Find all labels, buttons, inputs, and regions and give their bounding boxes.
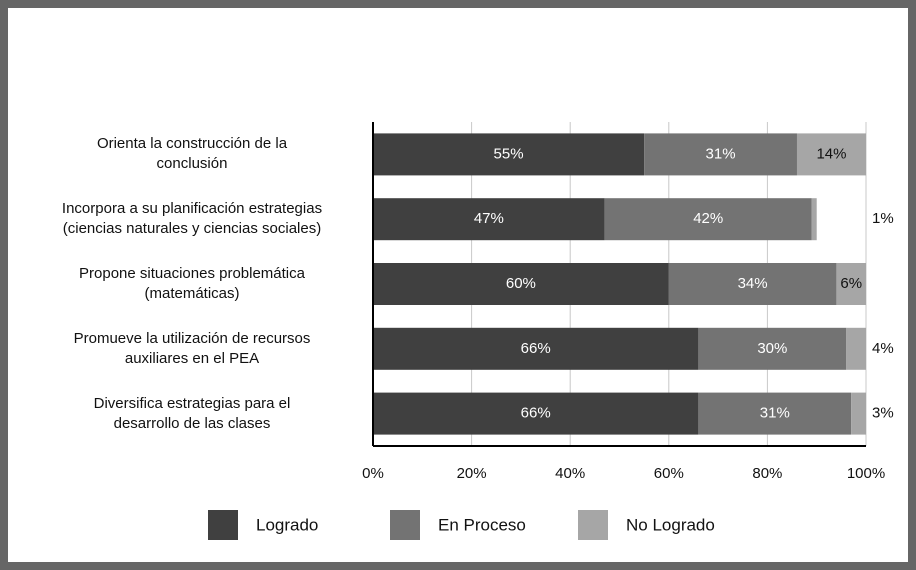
category-label: Incorpora a su planificación estrategias…: [61, 200, 323, 238]
data-label: 30%: [757, 340, 787, 357]
data-label: 47%: [474, 210, 504, 227]
bar-segment: [373, 327, 699, 370]
bar-segment: [796, 133, 866, 176]
bar-segment: [836, 263, 866, 305]
data-label: 66%: [521, 405, 551, 422]
legend-label: En Proceso: [438, 515, 526, 534]
x-tick-label: 100%: [847, 465, 885, 482]
data-label: 3%: [872, 405, 894, 422]
x-tick-label: 0%: [362, 465, 384, 482]
legend-swatch: [578, 510, 608, 540]
data-label: 60%: [506, 275, 536, 292]
data-label: 31%: [706, 145, 736, 162]
category-label: Promueve la utilización de recursos auxi…: [73, 329, 311, 367]
data-label: 42%: [693, 210, 723, 227]
x-tick-label: 80%: [752, 465, 782, 482]
bar-segment: [644, 133, 797, 176]
data-label: 31%: [760, 405, 790, 422]
data-label: 1%: [872, 210, 894, 227]
data-label: 6%: [840, 275, 862, 292]
bar-segment: [373, 198, 605, 241]
bar-segment: [373, 392, 699, 435]
data-label: 4%: [872, 340, 894, 357]
bar-segment: [668, 263, 837, 305]
category-label: Diversifica estrategias para el desarrol…: [93, 394, 291, 432]
data-label: 66%: [521, 340, 551, 357]
bar-segment: [698, 327, 847, 370]
legend-label: No Logrado: [626, 515, 715, 534]
x-tick-label: 40%: [555, 465, 585, 482]
bar-segment: [851, 392, 866, 435]
x-tick-label: 20%: [457, 465, 487, 482]
data-label: 55%: [494, 145, 524, 162]
legend-swatch: [208, 510, 238, 540]
bar-segment: [846, 327, 866, 370]
category-label: Propone situaciones problemática (matemá…: [79, 265, 305, 302]
x-tick-label: 60%: [654, 465, 684, 482]
data-label: 34%: [738, 275, 768, 292]
bar-segment: [604, 198, 812, 241]
bar-segment: [811, 198, 817, 241]
legend-label: Logrado: [256, 515, 318, 534]
bar-segment: [373, 133, 645, 176]
bar-segment: [373, 263, 669, 305]
category-label: Orienta la construcción de la conclusión: [96, 135, 288, 173]
legend-swatch: [390, 510, 420, 540]
data-label: 14%: [816, 145, 846, 162]
bar-segment: [698, 392, 852, 435]
